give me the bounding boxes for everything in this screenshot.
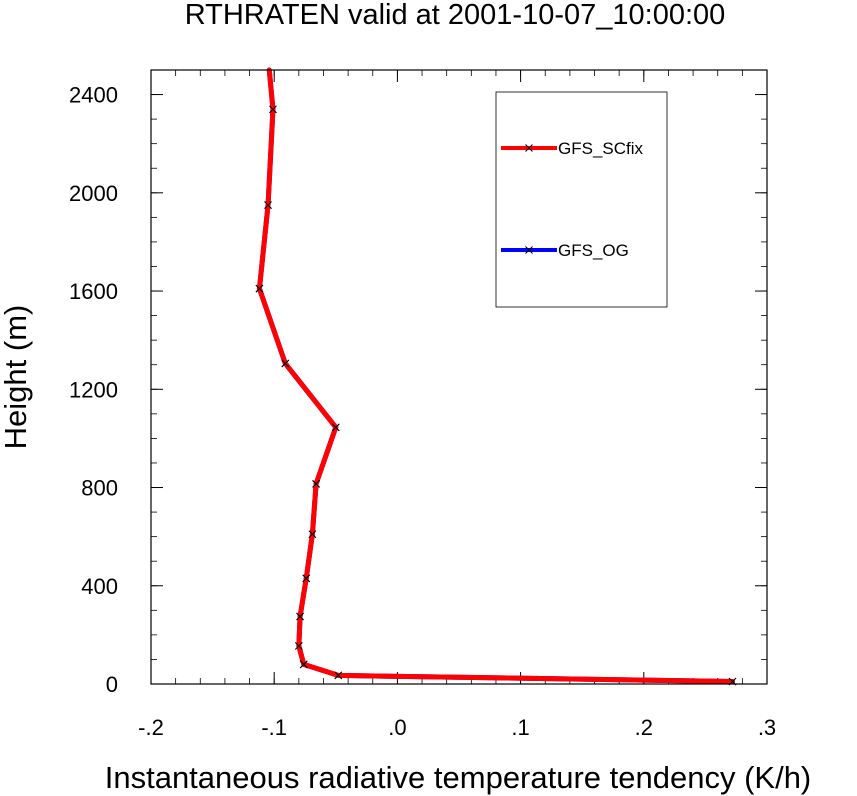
legend-marker bbox=[525, 144, 533, 152]
axis-ticks: -.2 -.1 .0 .1 .2 .3 0 400 800 1200 1600 2000 2400 bbox=[69, 69, 776, 740]
plot-frame bbox=[150, 69, 768, 685]
x-tick-label: .1 bbox=[511, 715, 529, 740]
data-point bbox=[281, 359, 290, 368]
data-point bbox=[294, 642, 303, 650]
data-point bbox=[299, 660, 308, 669]
legend-label: GFS_SCfix bbox=[558, 139, 644, 158]
data-point bbox=[331, 423, 340, 432]
x-tick-label: -.2 bbox=[138, 715, 164, 740]
x-tick-label: .3 bbox=[758, 715, 776, 740]
y-tick-label: 400 bbox=[81, 574, 118, 599]
x-axis-label: Instantaneous radiative temperature tend… bbox=[105, 760, 812, 795]
data-point bbox=[296, 612, 304, 621]
y-tick-label: 2000 bbox=[69, 181, 118, 206]
y-tick-label: 2400 bbox=[69, 83, 118, 108]
data-point bbox=[312, 479, 320, 488]
x-tick-label: -.1 bbox=[261, 715, 287, 740]
plot-area bbox=[255, 67, 737, 686]
y-tick-label: 1600 bbox=[69, 279, 118, 304]
y-tick-label: 800 bbox=[81, 476, 118, 501]
legend-marker bbox=[525, 246, 533, 254]
legend-box bbox=[495, 91, 668, 308]
data-point bbox=[334, 671, 343, 680]
data-point bbox=[269, 105, 277, 114]
legend: GFS_SCfix GFS_OG bbox=[495, 91, 668, 308]
x-tick-label: .0 bbox=[388, 715, 406, 740]
x-tick-label: .2 bbox=[635, 715, 653, 740]
chart-title: RTHRATEN valid at 2001-10-07_10:00:00 bbox=[185, 0, 726, 31]
legend-label: GFS_OG bbox=[558, 241, 629, 260]
data-point bbox=[264, 201, 272, 209]
y-axis-label: Height (m) bbox=[0, 305, 33, 450]
y-tick-label: 1200 bbox=[69, 377, 118, 402]
data-point bbox=[255, 284, 264, 293]
series-line-gfs-scfix bbox=[256, 67, 735, 685]
data-point bbox=[302, 574, 311, 583]
y-tick-label: 0 bbox=[106, 672, 118, 697]
data-point bbox=[308, 530, 317, 539]
